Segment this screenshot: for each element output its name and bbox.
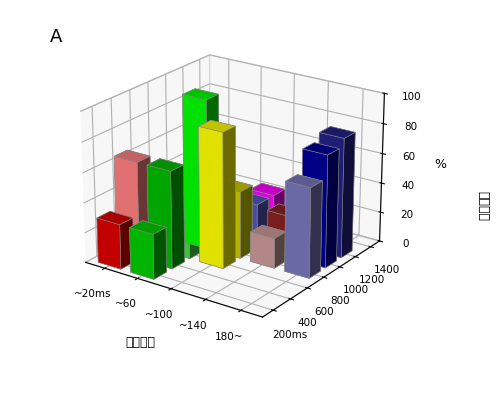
Text: 移動時間: 移動時間 bbox=[476, 191, 489, 222]
X-axis label: 反応時間: 反応時間 bbox=[126, 336, 156, 349]
Text: A: A bbox=[50, 28, 62, 46]
